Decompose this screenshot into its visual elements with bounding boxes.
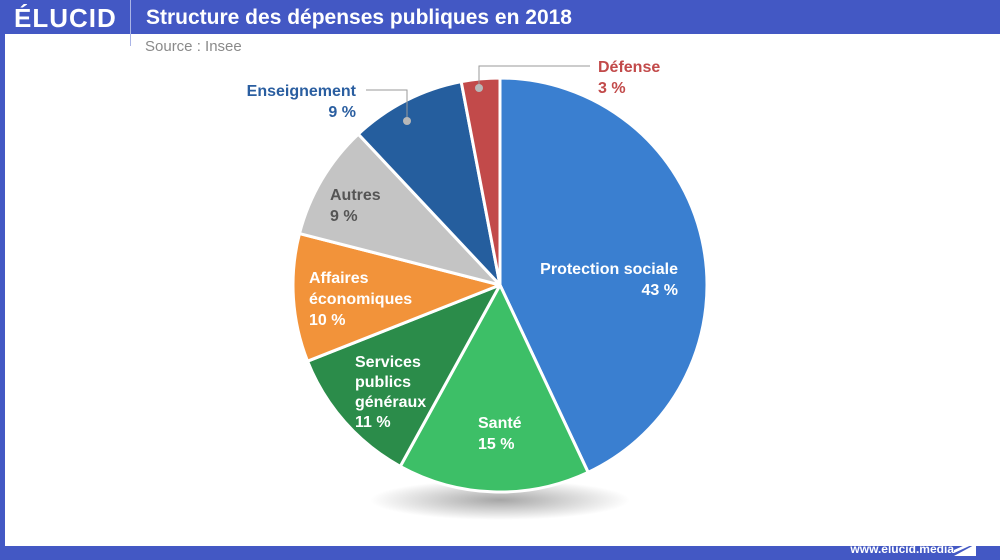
pie-slices (291, 76, 709, 494)
slice-label-enseignement: Enseignement (247, 83, 357, 100)
slice-label-sante: Santé (478, 415, 522, 432)
footer-url[interactable]: www.elucid.media (850, 542, 954, 556)
leader-line-enseignement (366, 89, 408, 121)
leader-line-defense (478, 65, 590, 88)
slice-label-affaires-economiques: économiques (309, 291, 412, 308)
chart-source: Source : Insee (145, 38, 242, 55)
pie-slice-affaires-economiques (291, 232, 502, 363)
footer-bar (0, 546, 1000, 560)
leader-dot-defense (475, 84, 483, 92)
slice-value-autres: 9 % (330, 208, 358, 225)
slice-value-enseignement: 9 % (328, 104, 356, 121)
content-panel-right (960, 34, 1000, 546)
slice-label-services-publics-generaux: Services (355, 354, 421, 371)
slice-label-protection-sociale: Protection sociale (540, 261, 678, 278)
slice-value-protection-sociale: 43 % (642, 282, 678, 299)
pie-slice-defense (459, 76, 502, 287)
slice-value-defense: 3 % (598, 80, 626, 97)
slice-value-services-publics-generaux: 11 % (355, 414, 391, 431)
chart-title: Structure des dépenses publiques en 2018 (146, 6, 572, 29)
slice-label-autres: Autres (330, 187, 381, 204)
pie-shadow (370, 480, 630, 520)
slice-value-affaires-economiques: 10 % (309, 312, 345, 329)
elucid-logo: ÉLUCID (14, 3, 117, 33)
header-divider (130, 0, 131, 46)
leader-dot-enseignement (403, 117, 411, 125)
slice-label-services-publics-generaux: généraux (355, 394, 426, 411)
pie-slice-protection-sociale (498, 76, 709, 474)
pie-slice-services-publics-generaux (306, 283, 502, 468)
pie-slice-sante (398, 283, 590, 494)
slice-label-affaires-economiques: Affaires (309, 270, 369, 287)
slice-labels: Protection sociale 43 % Santé 15 % Services p… (247, 59, 678, 453)
pie-slice-enseignement (356, 80, 502, 287)
leader-lines (366, 65, 590, 125)
pie-slice-autres (298, 132, 502, 287)
slice-value-sante: 15 % (478, 436, 514, 453)
slice-label-defense: Défense (598, 59, 660, 76)
header-bar (0, 0, 1000, 34)
slice-label-services-publics-generaux: publics (355, 374, 411, 391)
elucid-mark-icon (954, 540, 976, 556)
